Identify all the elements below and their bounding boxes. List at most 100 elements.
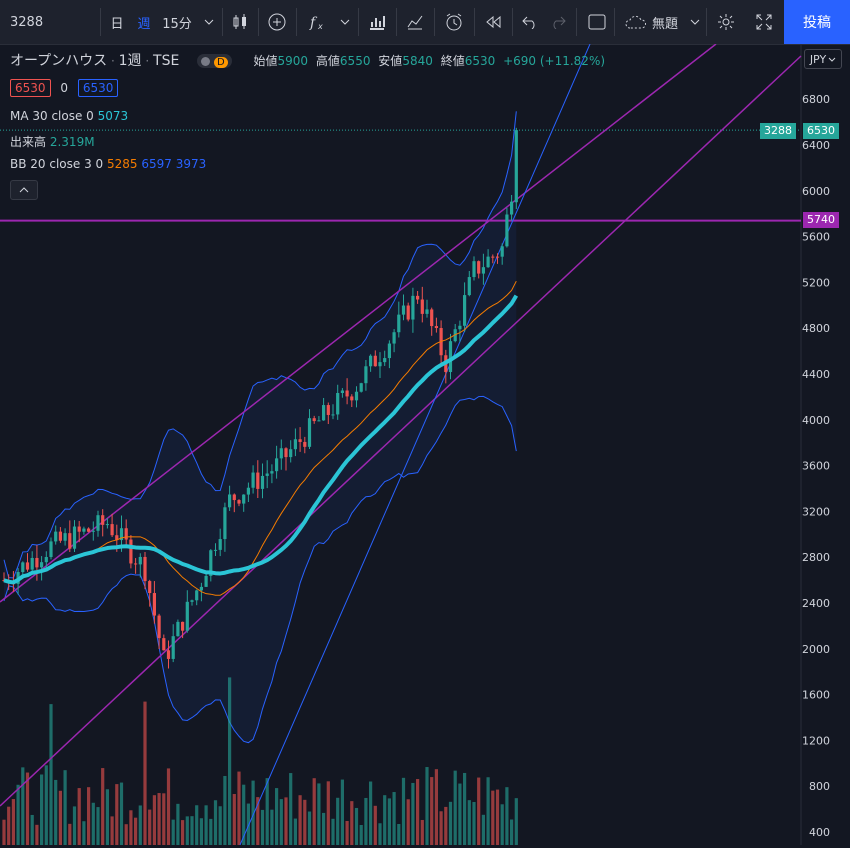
candle-body <box>505 214 509 247</box>
volume-bar <box>284 797 288 845</box>
symbol-search-button[interactable]: 3288 <box>10 0 60 44</box>
candle-body <box>411 295 415 320</box>
volume-bar <box>317 783 321 845</box>
compare-add-icon[interactable] <box>262 0 292 44</box>
candle-body <box>387 343 391 359</box>
volume-bar <box>322 812 326 845</box>
volume-bar <box>430 777 434 845</box>
candle-body <box>322 405 326 421</box>
volume-bar <box>82 821 86 845</box>
candle-body <box>242 494 246 504</box>
post-button[interactable]: 投稿 <box>784 0 850 44</box>
ideas-chart-icon[interactable] <box>400 0 430 44</box>
candle-body <box>152 593 156 616</box>
volume-bar <box>49 704 53 845</box>
candle-body <box>448 341 453 373</box>
candle-body <box>54 531 58 542</box>
candle-body <box>237 500 241 504</box>
indicators-dropdown-icon[interactable] <box>334 0 356 44</box>
candle-body <box>514 130 518 203</box>
layout-icon[interactable] <box>582 0 612 44</box>
y-tick-label: 6000 <box>802 185 830 198</box>
candle-body <box>340 390 344 393</box>
candle-body <box>101 515 105 525</box>
ohlc-values: 始値5900 高値6550 安値5840 終値6530 +690 (+11.82… <box>253 54 606 68</box>
undo-icon[interactable] <box>516 0 544 44</box>
volume-bar <box>152 795 156 845</box>
volume-bar <box>58 790 62 845</box>
volume-bar <box>143 701 147 845</box>
interval-15m-button[interactable]: 15分 <box>162 16 192 32</box>
candle-body <box>392 332 396 344</box>
volume-bar <box>416 779 420 845</box>
volume-bar <box>124 824 128 845</box>
y-tick-label: 3200 <box>802 505 830 518</box>
redo-icon[interactable] <box>544 0 572 44</box>
y-tick-label: 1200 <box>802 734 830 747</box>
ma30-line <box>3 294 519 585</box>
financials-icon[interactable] <box>362 0 392 44</box>
volume-bar <box>63 770 67 845</box>
interval-week-button[interactable]: 週 <box>137 16 151 32</box>
volume-bar <box>105 789 109 845</box>
candle-body <box>185 601 189 631</box>
bb-band-fill <box>4 111 517 743</box>
candle-style-icon[interactable] <box>226 0 254 44</box>
volume-bar <box>326 781 330 845</box>
volume-bar <box>345 820 349 845</box>
candle-body <box>213 549 218 551</box>
candle-body <box>420 299 424 314</box>
candle-body <box>87 528 91 532</box>
volume-bar <box>246 803 250 845</box>
candle-body <box>472 261 476 278</box>
volume-bar <box>312 778 316 845</box>
volume-bar <box>96 807 100 845</box>
y-tick-label: 800 <box>809 780 830 793</box>
replay-icon[interactable] <box>478 0 508 44</box>
exchange-label: TSE <box>153 53 180 69</box>
candle-body <box>383 358 387 363</box>
symbol-name: オープンハウス <box>10 53 108 69</box>
settings-gear-icon[interactable] <box>710 0 742 44</box>
interval-day-button[interactable]: 日 <box>110 16 124 32</box>
candle-body <box>171 636 175 659</box>
ask-box[interactable]: 6530 <box>77 79 119 97</box>
collapse-legend-button[interactable] <box>10 180 38 200</box>
candle-body <box>166 650 171 659</box>
candle-body <box>91 530 95 532</box>
cloud-save-button[interactable]: 無題 <box>620 0 682 44</box>
candle-body <box>199 586 203 591</box>
volume-bar <box>331 818 335 845</box>
currency-selector[interactable]: JPY <box>804 49 842 69</box>
volume-bar <box>387 798 391 845</box>
volume-bar <box>458 783 462 845</box>
chart-area[interactable]: 400 800 1200 1600 2000 2400 2800 3200 3600 4000 44… <box>0 43 850 846</box>
candle-body <box>336 392 340 415</box>
symbol-price-badge: 3288 <box>760 123 796 139</box>
interval-dropdown-icon[interactable] <box>198 0 220 44</box>
volume-bar <box>68 823 72 845</box>
candle-body <box>401 305 406 315</box>
candle-body <box>307 418 312 447</box>
alert-clock-icon[interactable] <box>438 0 470 44</box>
chevron-up-icon <box>19 187 29 193</box>
volume-bar <box>228 677 232 845</box>
price-chart[interactable]: 400 800 1200 1600 2000 2400 2800 3200 3600 4000 44… <box>0 43 850 846</box>
fullscreen-icon[interactable] <box>748 0 780 44</box>
volume-bar <box>7 806 11 845</box>
candle-body <box>195 590 199 601</box>
volume-bar <box>275 788 279 845</box>
y-tick-label: 4800 <box>802 322 830 335</box>
volume-bar <box>354 807 359 845</box>
volume-bar <box>209 818 213 845</box>
volume-bar <box>25 772 30 845</box>
candle-body <box>176 621 180 637</box>
volume-bar <box>44 765 48 845</box>
candle-body <box>406 305 410 320</box>
volume-bar <box>514 798 518 845</box>
save-dropdown-icon[interactable] <box>684 0 706 44</box>
volume-bar <box>119 782 124 845</box>
bid-box[interactable]: 6530 <box>10 79 51 97</box>
volume-bar <box>505 787 509 845</box>
